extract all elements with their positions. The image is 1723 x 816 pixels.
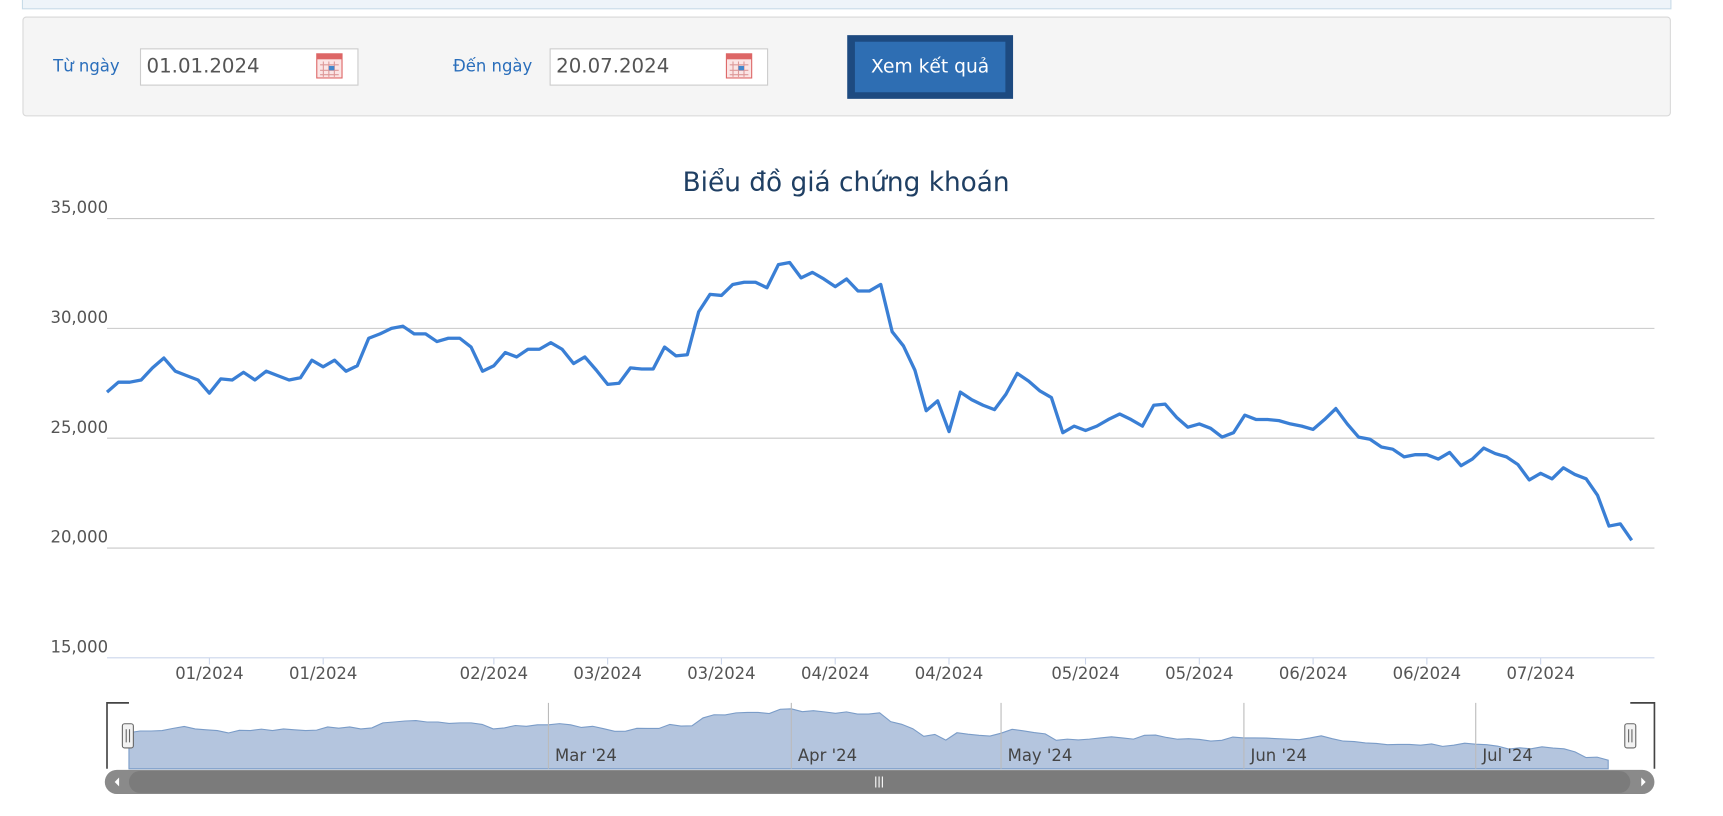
scroll-grip: [875, 776, 883, 788]
x-tick-label: 03/2024: [573, 664, 641, 683]
x-tick-label: 06/2024: [1393, 664, 1461, 683]
x-tick-label: 07/2024: [1506, 664, 1574, 683]
filter-panel: [22, 16, 1671, 117]
x-tick-label: 05/2024: [1165, 664, 1233, 683]
navigator-handle[interactable]: [1624, 723, 1637, 749]
y-tick-label: 25,000: [50, 418, 108, 437]
from-label: Từ ngày: [52, 56, 120, 75]
x-tick-label: 06/2024: [1279, 664, 1347, 683]
to-label: Đến ngày: [453, 56, 533, 75]
navigator-tick-label: Jul '24: [1481, 746, 1533, 765]
submit-button[interactable]: Xem kết quả: [847, 35, 1014, 99]
navigator-tick-label: Mar '24: [555, 746, 617, 765]
y-tick-label: 20,000: [50, 528, 108, 547]
x-tick-label: 03/2024: [687, 664, 755, 683]
navigator-tick-label: May '24: [1008, 746, 1073, 765]
from-value: 01.01.2024: [147, 54, 260, 77]
button-label: Xem kết quả: [871, 55, 989, 77]
to-value: 20.07.2024: [556, 54, 669, 77]
handle-grip: [125, 729, 131, 743]
y-tick-label: 35,000: [50, 198, 108, 217]
price-line: [105, 260, 1634, 542]
navigator-tick-label: Apr '24: [798, 746, 857, 765]
navigator-outline: [106, 702, 1656, 769]
x-tick-label: 01/2024: [175, 664, 243, 683]
y-tick-label: 30,000: [50, 308, 108, 327]
chart-title: Biểu đồ giá chứng khoán: [683, 167, 1010, 198]
top-bar: [21, 0, 1672, 10]
calendar-icon[interactable]: [725, 53, 753, 79]
navigator-tick-label: Jun '24: [1249, 746, 1306, 765]
x-tick-label: 04/2024: [801, 664, 869, 683]
x-tick-label: 02/2024: [460, 664, 528, 683]
navigator-handle[interactable]: [121, 723, 134, 749]
x-tick-label: 05/2024: [1051, 664, 1119, 683]
x-tick-label: 04/2024: [915, 664, 983, 683]
handle-grip: [1628, 729, 1633, 743]
navigator-series: [128, 708, 1609, 770]
x-tick-label: 01/2024: [289, 664, 357, 683]
y-tick-label: 15,000: [50, 637, 108, 656]
calendar-icon[interactable]: [316, 53, 343, 79]
